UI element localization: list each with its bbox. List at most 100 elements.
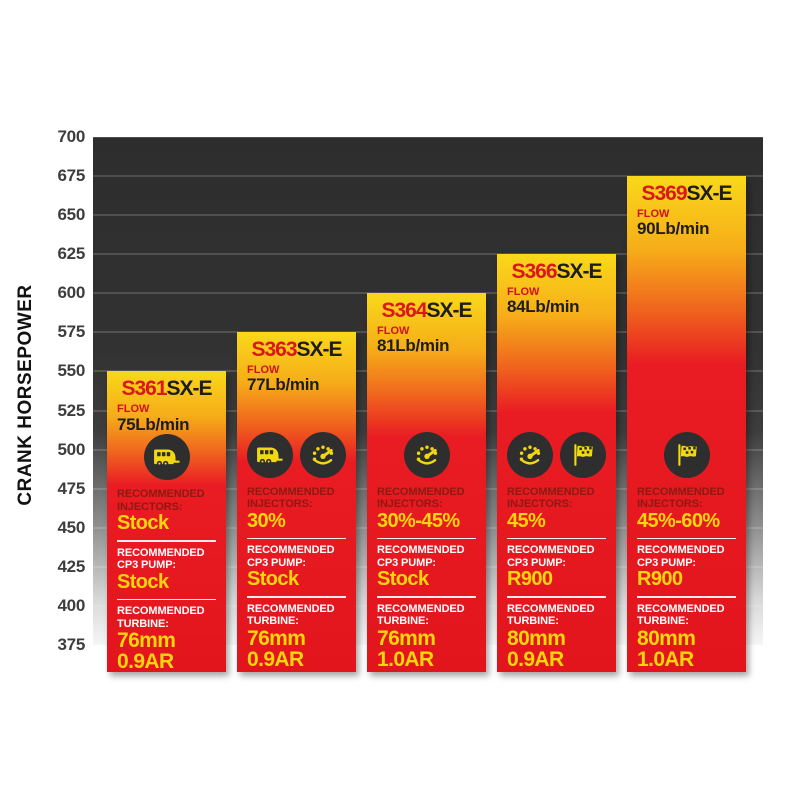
- injectors-value: 30%: [247, 509, 286, 532]
- injectors-value: 45%-60%: [637, 509, 720, 532]
- usage-icons-row: [497, 431, 616, 478]
- injectors-section: RECOMMENDED INJECTORS: 45%: [497, 486, 616, 533]
- bar-header: S361SX-E FLOW 75Lb/min: [107, 371, 226, 434]
- injectors-label: RECOMMENDED INJECTORS:: [377, 485, 465, 511]
- bar-spacer: [627, 239, 746, 432]
- flow-label: FLOW: [117, 403, 150, 416]
- model-suffix: SX-E: [426, 299, 473, 323]
- injectors-value: 30%-45%: [377, 509, 460, 532]
- divider: [377, 596, 476, 598]
- model-name: S369: [641, 182, 687, 206]
- cp3-value: Stock: [247, 568, 299, 591]
- y-tick-label: 525: [57, 400, 86, 420]
- bar-title: S364SX-E: [377, 300, 476, 321]
- flow-label: FLOW: [507, 286, 540, 299]
- cp3-value: R900: [637, 568, 683, 591]
- turbine-value: 76mm 1.0AR: [377, 626, 436, 671]
- cp3-label: RECOMMENDED CP3 PUMP:: [507, 544, 595, 569]
- injectors-section: RECOMMENDED INJECTORS: Stock: [107, 488, 226, 535]
- divider: [247, 596, 346, 598]
- cp3-section: RECOMMENDED CP3 PUMP: R900: [497, 544, 616, 591]
- bar-header: S363SX-E FLOW 77Lb/min: [237, 332, 356, 395]
- turbo-bar-s361: S361SX-E FLOW 75Lb/min RECOMMENDED INJECTOR…: [107, 371, 226, 672]
- cp3-value: Stock: [377, 568, 429, 591]
- turbo-bar-s363: S363SX-E FLOW 77Lb/min RECOMMENDED INJECTOR…: [237, 332, 356, 672]
- divider: [247, 537, 346, 540]
- model-name: S363: [251, 338, 297, 362]
- gauge-icon: [507, 431, 553, 478]
- divider: [507, 596, 606, 598]
- cp3-section: RECOMMENDED CP3 PUMP: Stock: [107, 547, 226, 594]
- y-axis-title: CRANK HORSEPOWER: [15, 284, 36, 506]
- gridline: [93, 136, 763, 138]
- cp3-label: RECOMMENDED CP3 PUMP:: [247, 544, 335, 569]
- flow-label: FLOW: [637, 208, 670, 221]
- flag-icon: [560, 431, 606, 478]
- cp3-value: R900: [507, 568, 553, 591]
- model-suffix: SX-E: [296, 338, 343, 362]
- turbine-value: 80mm 0.9AR: [507, 626, 566, 671]
- model-name: S366: [511, 260, 557, 284]
- bar-header: S369SX-E FLOW 90Lb/min: [627, 176, 746, 239]
- gridline: [93, 253, 763, 256]
- turbine-section: RECOMMENDED TURBINE: 80mm 1.0AR: [627, 603, 746, 670]
- turbine-section: RECOMMENDED TURBINE: 80mm 0.9AR: [497, 603, 616, 670]
- bar-content: RECOMMENDED INJECTORS: 30% RECOMMENDED CP3…: [237, 431, 356, 672]
- gauge-icon: [403, 431, 450, 478]
- flow-value: 75Lb/min: [117, 414, 190, 434]
- injectors-label: RECOMMENDED INJECTORS:: [507, 485, 595, 511]
- turbine-value: 80mm 1.0AR: [637, 626, 696, 671]
- injectors-value: Stock: [117, 512, 169, 535]
- y-tick-label: 600: [57, 283, 86, 303]
- y-tick-label: 625: [57, 244, 86, 264]
- injectors-label: RECOMMENDED INJECTORS:: [117, 488, 205, 513]
- turbine-label: RECOMMENDED TURBINE:: [377, 602, 465, 628]
- turbine-label: RECOMMENDED TURBINE:: [637, 602, 725, 628]
- cp3-value: Stock: [117, 570, 169, 593]
- divider: [117, 540, 216, 542]
- usage-icons-row: [107, 434, 226, 481]
- y-tick-label: 675: [57, 166, 86, 186]
- turbine-value: 76mm 0.9AR: [117, 629, 176, 674]
- flow-label: FLOW: [247, 364, 280, 377]
- flow-value: 90Lb/min: [637, 219, 710, 239]
- cp3-label: RECOMMENDED CP3 PUMP:: [637, 544, 725, 569]
- bar-content: RECOMMENDED INJECTORS: Stock RECOMMENDED C…: [107, 434, 226, 674]
- model-suffix: SX-E: [166, 377, 213, 401]
- divider: [637, 537, 736, 540]
- y-tick-label: 375: [57, 635, 86, 654]
- cp3-section: RECOMMENDED CP3 PUMP: R900: [627, 544, 746, 591]
- model-name: S364: [381, 299, 427, 323]
- injectors-label: RECOMMENDED INJECTORS:: [637, 485, 725, 511]
- gridline: [93, 175, 763, 178]
- bar-content: RECOMMENDED INJECTORS: 30%-45% RECOMMENDED…: [367, 431, 486, 672]
- turbine-label: RECOMMENDED TURBINE:: [247, 602, 335, 628]
- turbo-bar-s366: S366SX-E FLOW 84Lb/min RECOMMENDED INJECTOR…: [497, 254, 616, 672]
- y-tick-label: 700: [57, 127, 86, 146]
- bar-spacer: [497, 317, 616, 432]
- usage-icons-row: [237, 431, 356, 478]
- model-name: S361: [121, 377, 167, 401]
- usage-icons-row: [627, 431, 746, 478]
- y-tick-label: 475: [57, 478, 86, 498]
- turbine-section: RECOMMENDED TURBINE: 76mm 1.0AR: [367, 603, 486, 670]
- divider: [117, 598, 216, 601]
- turbine-section: RECOMMENDED TURBINE: 76mm 0.9AR: [237, 603, 356, 670]
- cp3-section: RECOMMENDED CP3 PUMP: Stock: [367, 544, 486, 591]
- injectors-section: RECOMMENDED INJECTORS: 30%: [237, 486, 356, 533]
- flow-value: 81Lb/min: [377, 336, 450, 356]
- model-suffix: SX-E: [556, 260, 603, 284]
- injectors-value: 45%: [507, 509, 546, 532]
- turbo-bar-s364: S364SX-E FLOW 81Lb/min RECOMMENDED INJECTOR…: [367, 293, 486, 672]
- usage-icons-row: [367, 431, 486, 478]
- bar-content: RECOMMENDED INJECTORS: 45% RECOMMENDED CP3…: [497, 431, 616, 672]
- turbine-label: RECOMMENDED TURBINE:: [507, 602, 595, 628]
- bar-spacer: [367, 356, 486, 432]
- divider: [507, 537, 606, 540]
- flow-label: FLOW: [377, 325, 410, 338]
- y-tick-label: 450: [57, 517, 86, 537]
- divider: [637, 596, 736, 598]
- cp3-label: RECOMMENDED CP3 PUMP:: [377, 544, 465, 569]
- y-tick-label: 425: [57, 556, 86, 576]
- bar-header: S366SX-E FLOW 84Lb/min: [497, 254, 616, 317]
